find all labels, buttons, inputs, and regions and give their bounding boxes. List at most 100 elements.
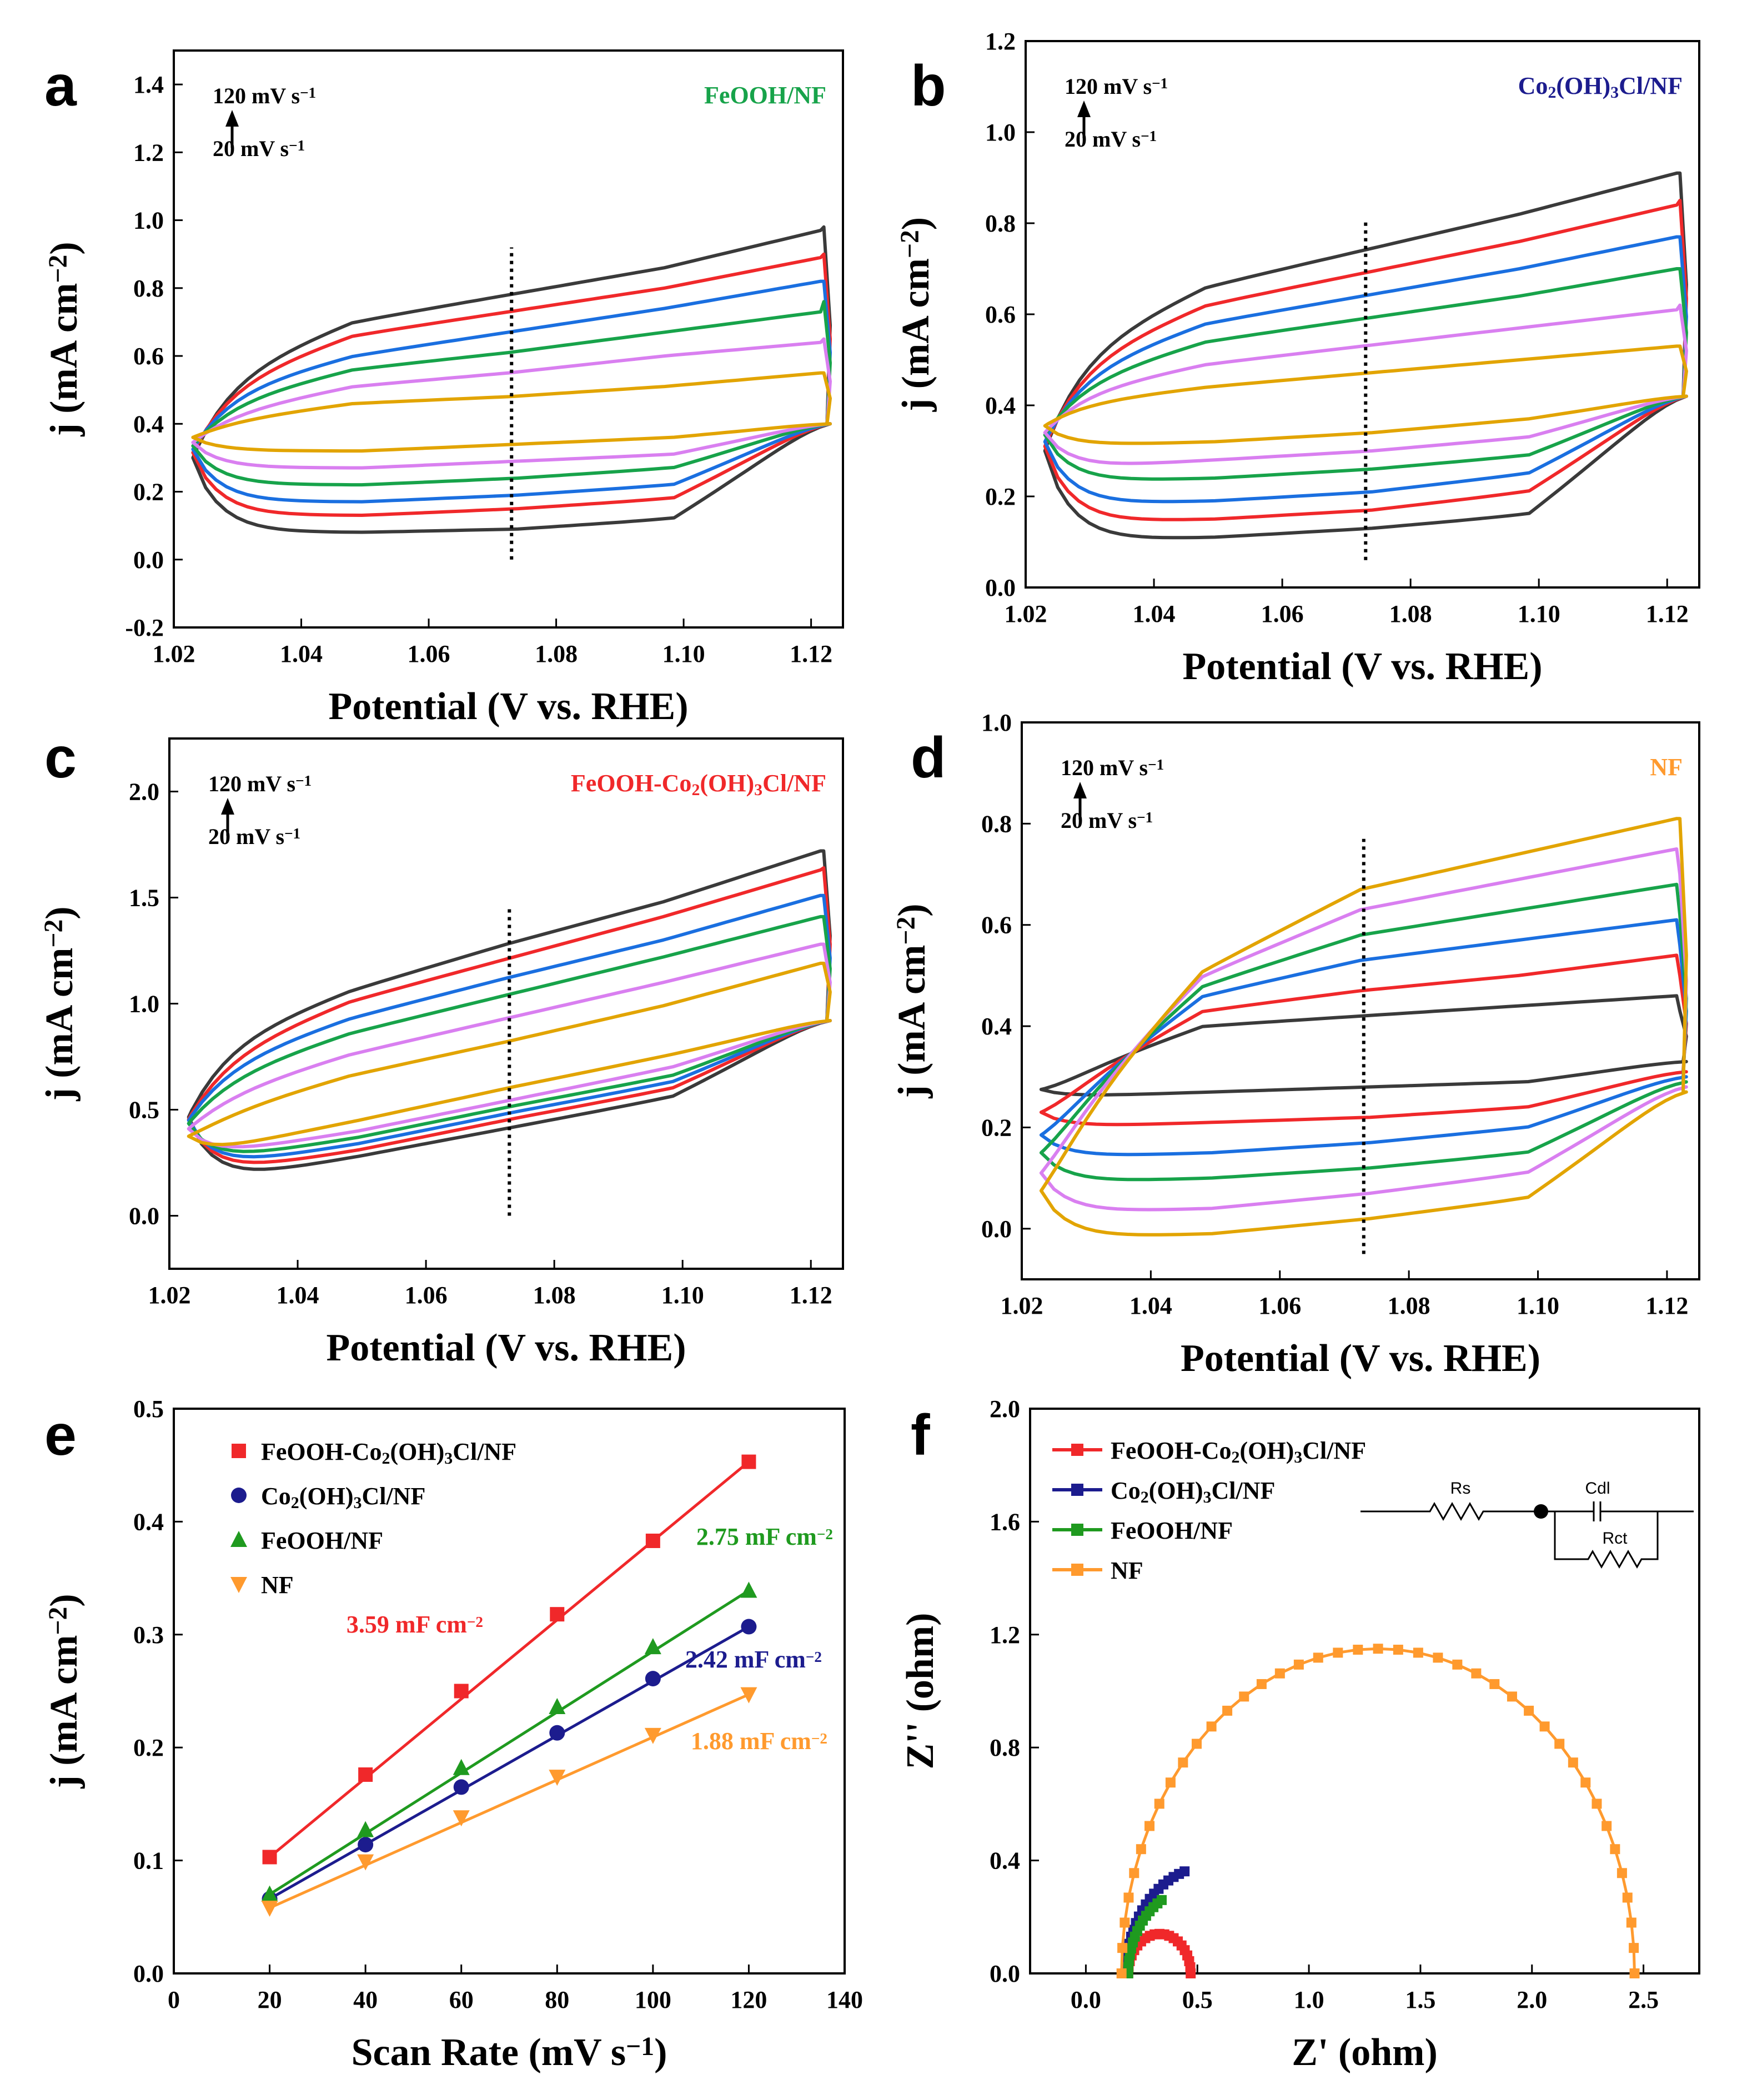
x-tick-label-d: 1.12 (1645, 1292, 1688, 1319)
nyquist-point-3-30 (1554, 1739, 1565, 1749)
fit-line-1 (269, 1625, 750, 1900)
nyquist-point-3-7 (1154, 1798, 1164, 1809)
x-tick-label-c: 1.06 (405, 1282, 448, 1309)
scan-arrowhead-d (1073, 782, 1087, 798)
slope-label-2: 2.75 mF cm−2 (696, 1523, 833, 1550)
x-tick-label-b: 1.04 (1133, 600, 1176, 627)
y-tick-label-d: 0.0 (981, 1215, 1012, 1243)
y-tick-label-a: 0.0 (133, 546, 164, 574)
nyquist-point-3-29 (1539, 1721, 1550, 1732)
x-tick-label-c: 1.02 (148, 1282, 191, 1309)
panel-f: 0.0 0.5 1.0 1.5 2.0 2.5 0.0 0.4 0.8 1.2 1.6 2.0 Z' (… (899, 1395, 1700, 2074)
x-axis-label-e: Scan Rate (mV s−1) (352, 2031, 667, 2074)
x-tick-label-b: 1.10 (1518, 600, 1560, 627)
y-tick-label-b: 1.2 (985, 28, 1016, 55)
scan-high-label-c: 120 mV s−1 (208, 771, 312, 796)
legend-label-f-0: FeOOH-Co2(OH)3Cl/NF (1111, 1437, 1366, 1466)
legend-marker-f-3 (1071, 1564, 1083, 1576)
scan-arrowhead-b (1077, 101, 1091, 117)
x-tick-label-f: 0.0 (1071, 1986, 1101, 2013)
data-point-0-1 (358, 1767, 373, 1782)
circuit-label-cdl: Cdl (1585, 1479, 1610, 1498)
material-title-c: FeOOH-Co2(OH)3Cl/NF (571, 770, 826, 799)
x-tick-label-c: 1.08 (533, 1282, 576, 1309)
x-tick-label-a: 1.08 (535, 640, 578, 667)
equivalent-circuit: Rs Cdl Rct (1361, 1479, 1694, 1569)
data-point-1-4 (645, 1671, 661, 1687)
y-tick-label-c: 2.0 (129, 778, 159, 806)
x-tick-label-a: 1.12 (790, 640, 832, 667)
data-point-1-1 (358, 1837, 374, 1853)
nyquist-point-3-23 (1433, 1652, 1443, 1663)
y-axis-label-f: Z'' (ohm) (899, 1613, 942, 1770)
nyquist-point-1-18 (1179, 1866, 1190, 1877)
y-tick-label-d: 0.2 (981, 1114, 1012, 1141)
data-point-2-4 (644, 1638, 661, 1655)
x-tick-label-d: 1.02 (1001, 1292, 1043, 1319)
nyquist-point-3-17 (1313, 1652, 1323, 1663)
nyquist-point-3-38 (1626, 1917, 1636, 1928)
nyquist-point-3-37 (1622, 1892, 1633, 1903)
x-tick-label-c: 1.10 (661, 1282, 704, 1309)
x-tick-label-d: 1.04 (1129, 1292, 1172, 1319)
scan-low-label-d: 20 mV s−1 (1061, 808, 1153, 833)
data-point-3-5 (740, 1687, 757, 1704)
data-point-3-3 (549, 1770, 566, 1786)
slope-label-0: 3.59 mF cm−2 (347, 1611, 483, 1638)
nyquist-point-3-12 (1222, 1705, 1233, 1716)
legend-label-f-1: Co2(OH)3Cl/NF (1111, 1477, 1275, 1506)
y-tick-label-a: 1.2 (133, 139, 164, 166)
scan-high-label-b: 120 mV s−1 (1065, 74, 1168, 99)
y-axis-label-d: j (mA cm−2) (891, 903, 933, 1098)
y-tick-label-c: 1.0 (129, 991, 159, 1018)
slope-label-1: 2.42 mF cm−2 (685, 1646, 822, 1673)
y-tick-label-b: 0.2 (985, 483, 1016, 510)
x-tick-label-d: 1.10 (1517, 1292, 1559, 1319)
panel-letter-a: a (44, 54, 77, 118)
nyquist-point-3-27 (1507, 1691, 1517, 1702)
material-title-b: Co2(OH)3Cl/NF (1518, 72, 1683, 102)
cv-curve-c-5 (187, 961, 832, 1147)
y-tick-label-e: 0.1 (133, 1847, 164, 1875)
x-tick-label-a: 1.04 (280, 640, 323, 667)
x-tick-label-b: 1.08 (1389, 600, 1432, 627)
y-tick-label-b: 0.8 (985, 210, 1016, 237)
y-axis-label-b: j (mA cm−2) (895, 217, 937, 412)
nyquist-point-3-36 (1616, 1868, 1627, 1878)
legend-label-2: FeOOH/NF (261, 1527, 383, 1554)
resistor-rs (1361, 1501, 1541, 1521)
data-point-1-3 (549, 1725, 565, 1741)
data-point-3-2 (453, 1810, 470, 1827)
nyquist-point-3-20 (1373, 1644, 1383, 1654)
circuit-label-rct: Rct (1603, 1529, 1628, 1548)
scan-arrowhead-a (225, 110, 239, 127)
x-axis-label-d: Potential (V vs. RHE) (1181, 1337, 1540, 1380)
panel-d: 1.02 1.04 1.06 1.08 1.10 1.12 0.0 0.2 0.4 0.6 0.8 1… (891, 709, 1700, 1380)
x-tick-label-f: 1.5 (1405, 1986, 1435, 2013)
nyquist-point-3-13 (1239, 1691, 1249, 1702)
x-tick-label-b: 1.02 (1005, 600, 1047, 627)
x-tick-label-b: 1.06 (1261, 600, 1304, 627)
x-tick-label-e: 80 (545, 1986, 569, 2013)
panel-a: 1.02 1.04 1.06 1.08 1.10 1.12 -0.2 0.0 0.2 0.4 0.6… (43, 49, 844, 728)
panel-letter-d: d (911, 726, 946, 790)
y-tick-label-b: 0.4 (985, 392, 1016, 419)
y-tick-label-f: 2.0 (990, 1395, 1020, 1423)
data-point-0-0 (262, 1850, 277, 1865)
panel-letter-e: e (44, 1403, 77, 1468)
x-tick-label-e: 60 (449, 1986, 474, 2013)
nyquist-point-3-31 (1568, 1757, 1578, 1768)
nyquist-point-3-21 (1393, 1645, 1403, 1655)
scan-high-label-a: 120 mV s−1 (213, 83, 316, 108)
data-point-2-2 (453, 1759, 470, 1775)
fit-line-2 (269, 1589, 750, 1896)
plot-frame-b (1025, 40, 1700, 589)
nyquist-point-3-15 (1274, 1668, 1285, 1679)
x-tick-label-f: 0.5 (1182, 1986, 1213, 2013)
legend-marker-f-0 (1071, 1444, 1083, 1456)
plot-frame-c (168, 737, 844, 1270)
x-axis-label-b: Potential (V vs. RHE) (1182, 645, 1542, 688)
legend-marker-1 (231, 1488, 247, 1503)
legend-marker-0 (232, 1444, 246, 1458)
nyquist-point-3-2 (1119, 1917, 1130, 1928)
